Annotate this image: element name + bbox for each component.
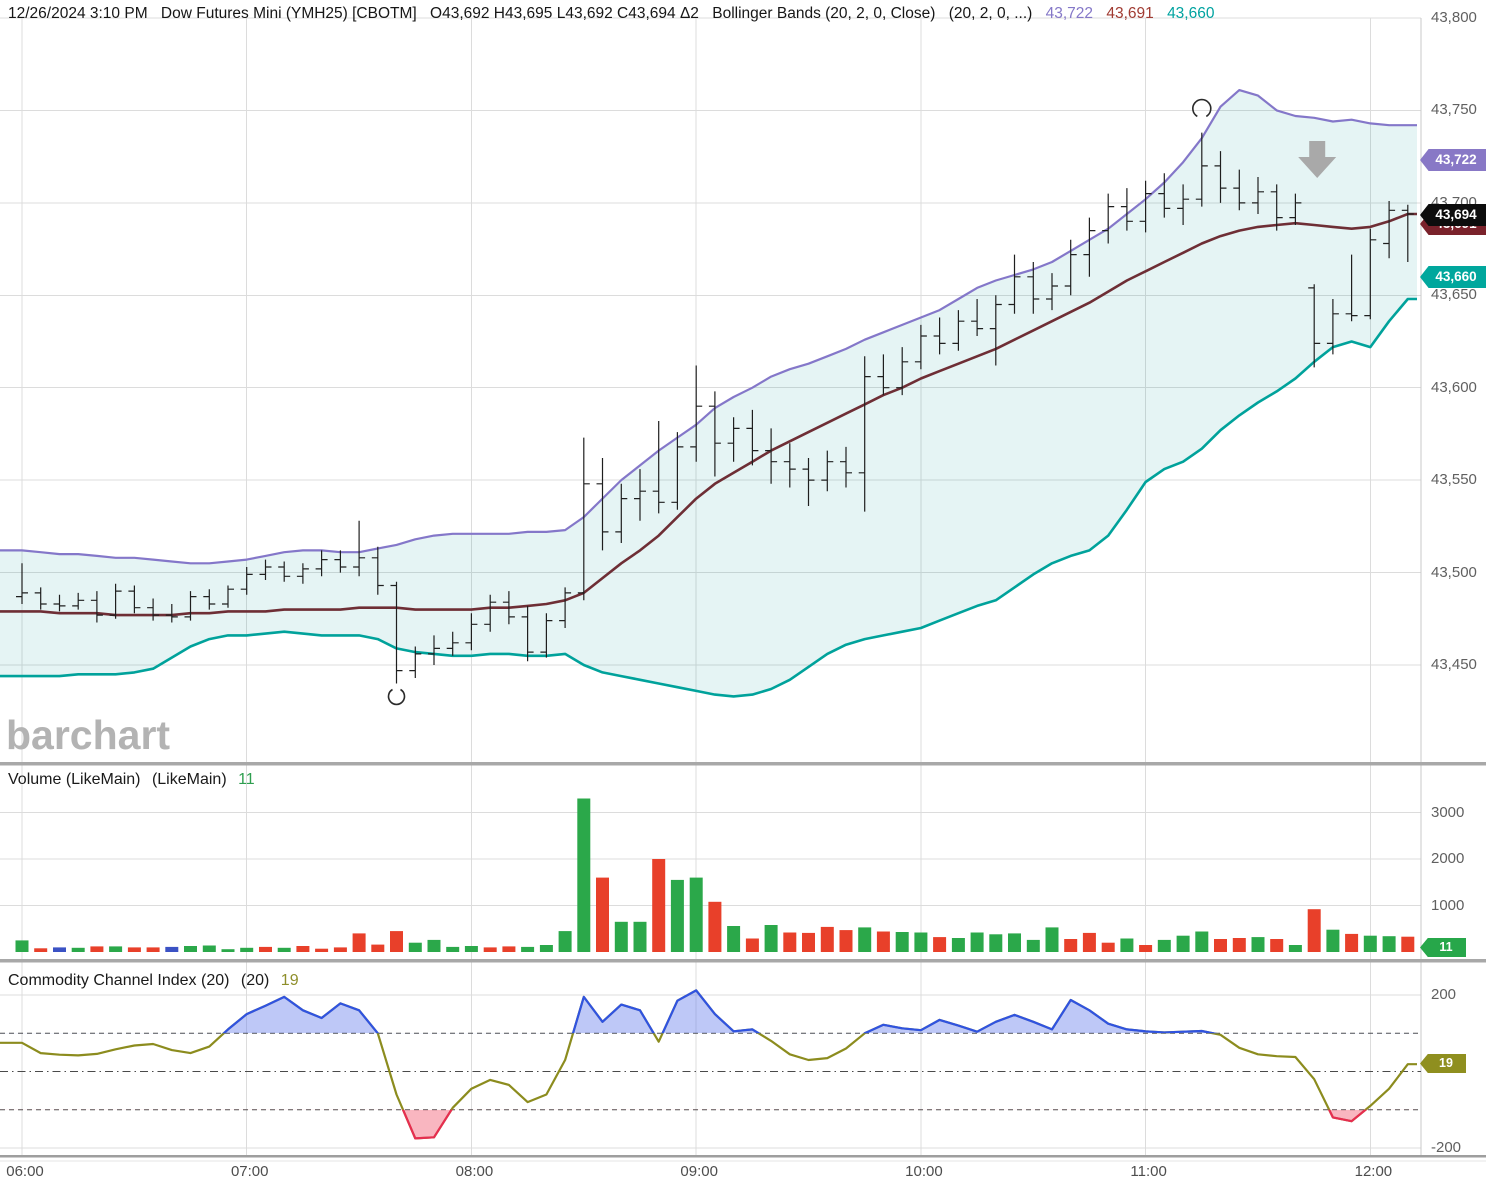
cci-badge: 19 <box>1420 1054 1466 1073</box>
title-bb-middle-value: 43,691 <box>1106 5 1154 22</box>
circle-bottom-marker <box>387 688 406 706</box>
bollinger-fill <box>0 90 1417 697</box>
cci-study-name: Commodity Channel Index (20) <box>8 972 230 989</box>
cci-study-params: (20) <box>240 972 270 989</box>
circle-top-marker <box>1192 98 1212 118</box>
time-axis-label: 07:00 <box>230 1163 269 1180</box>
time-axis-label: 08:00 <box>455 1163 494 1180</box>
volume-axis-label: 2000 <box>1431 850 1465 867</box>
title-datetime: 12/26/2024 3:10 PM <box>8 5 148 22</box>
volume-current-value: 11 <box>238 771 255 788</box>
bb-upper-badge: 43,722 <box>1420 149 1486 171</box>
price-bars[interactable] <box>16 132 1414 684</box>
bb-lower-badge: 43,660 <box>1420 266 1486 288</box>
title-bb-upper-value: 43,722 <box>1045 5 1094 22</box>
cci-axis-label: -200 <box>1431 1139 1462 1156</box>
price-axis-label: 43,750 <box>1431 101 1477 119</box>
bollinger-middle-line <box>0 212 1417 617</box>
title-symbol: Dow Futures Mini (YMH25) [CBOTM] <box>160 5 417 22</box>
cci-panel-header: Commodity Channel Index (20) (20) 19 <box>8 972 306 990</box>
volume-badge: 11 <box>1420 938 1466 957</box>
price-axis-label: 43,800 <box>1431 9 1477 26</box>
cci-axis-label: 200 <box>1431 986 1457 1003</box>
down-arrow-icon <box>1298 141 1337 178</box>
title-bb-lower-value: 43,660 <box>1167 5 1215 22</box>
volume-bars[interactable] <box>15 798 1415 953</box>
price-axis-label: 43,500 <box>1431 563 1477 581</box>
time-axis-label: 09:00 <box>680 1163 718 1180</box>
bollinger-lower-line <box>0 297 1417 698</box>
title-study: Bollinger Bands (20, 2, 0, Close) <box>712 5 936 22</box>
price-axis-label: 43,550 <box>1431 471 1477 489</box>
volume-study-name: Volume (LikeMain) <box>8 771 141 788</box>
chart-title: 12/26/2024 3:10 PM Dow Futures Mini (YMH… <box>8 5 1223 23</box>
time-axis-label: 12:00 <box>1354 1163 1393 1180</box>
title-ohlc: O43,692 H43,695 L43,692 C43,694 Δ2 <box>430 5 699 22</box>
cci-threshold-lines <box>0 1032 1421 1111</box>
volume-panel-header: Volume (LikeMain) (LikeMain) 11 <box>8 771 262 789</box>
price-axis-label: 43,650 <box>1431 286 1477 304</box>
volume-axis-label: 1000 <box>1431 896 1465 914</box>
time-axis-label: 11:00 <box>1130 1163 1167 1180</box>
cci-overbought-zone <box>222 989 1219 1034</box>
barchart-logo: barchart <box>6 712 171 758</box>
last-price-badge: 43,694 <box>1420 204 1486 226</box>
volume-axis-label: 3000 <box>1431 803 1465 821</box>
time-axis-label: 10:00 <box>905 1163 943 1180</box>
price-axis-label: 43,600 <box>1431 378 1477 396</box>
volume-study-params: (LikeMain) <box>151 771 227 788</box>
title-study-params: (20, 2, 0, ...) <box>948 5 1033 22</box>
cci-current-value: 19 <box>280 972 299 989</box>
price-axis-label: 43,450 <box>1431 656 1477 673</box>
time-axis-label: 06:00 <box>6 1163 44 1180</box>
panel-dividers <box>0 762 1486 1162</box>
